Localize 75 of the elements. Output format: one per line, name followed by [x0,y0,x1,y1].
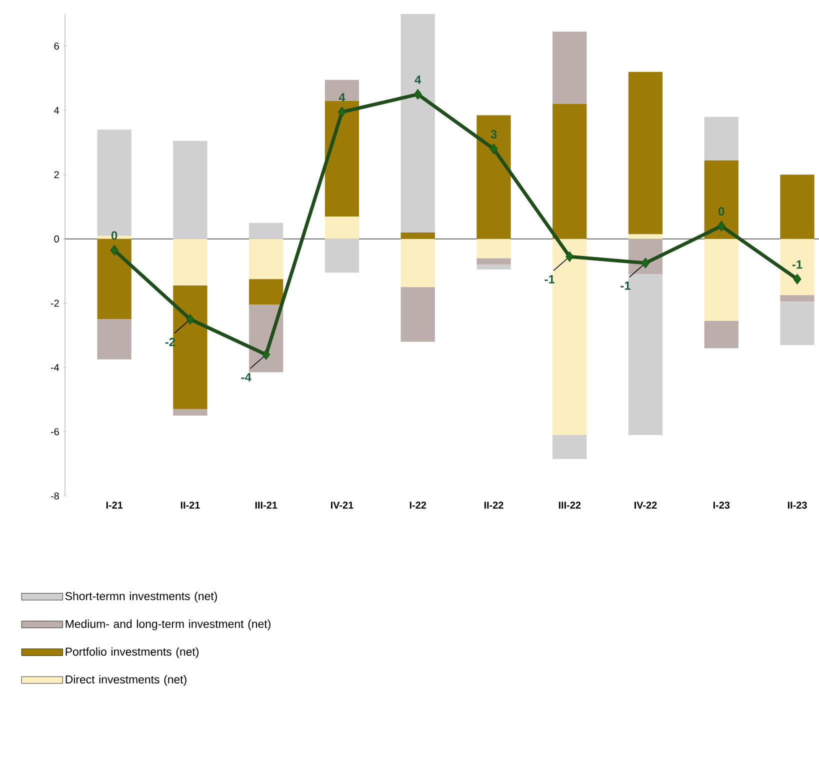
point [414,89,422,100]
bar [249,279,284,305]
bar [704,320,738,348]
point [110,244,118,256]
point [262,349,270,360]
x-tick-label: II-23 [788,502,807,509]
bar [780,295,814,302]
bar [324,100,360,216]
point [566,251,574,262]
bar [173,140,208,239]
bar [628,234,663,239]
bar [476,264,511,270]
legend-label: Medium- and long-term investment (net) [66,620,270,630]
x-tick-label: II-22 [484,502,504,509]
bar [249,238,284,280]
bar [249,222,284,239]
bar [173,286,208,410]
bar [400,14,435,233]
bar [704,160,738,239]
bar [97,319,132,360]
y-tick-label: 4 [54,106,60,114]
bar [552,32,587,104]
x-tick-label: III-22 [558,502,581,509]
data-label: 3 [490,130,497,138]
point [186,314,194,325]
point [641,258,650,268]
bar [476,238,511,258]
bar [324,216,360,239]
x-tick-label: I-21 [106,502,123,509]
bar [324,80,360,101]
bar [173,238,208,286]
y-tick-label: 0 [54,235,59,242]
bar [704,238,738,321]
bar [400,232,435,239]
y-tick-label: 2 [54,171,59,178]
bar [780,238,814,296]
y-tick-label: -6 [50,428,59,436]
bar [476,115,511,239]
x-tick-label: I-22 [410,502,426,509]
data-label: -1 [544,275,555,284]
data-label: 0 [718,207,724,216]
bar [173,409,208,416]
y-tick-label: -2 [50,300,59,307]
point [338,106,346,118]
bar [476,258,511,265]
bar [780,302,814,345]
bar [97,238,132,320]
bar [552,434,587,460]
legend-label: Portfolio investments (net) [66,647,198,658]
legend-label: Direct investments (net) [66,675,186,686]
data-label: 4 [338,93,346,102]
bar [552,104,587,239]
x-tick-label: III-21 [255,502,278,509]
data-label: -1 [620,282,630,290]
bar [324,238,360,273]
y-tick-label: 6 [54,42,59,50]
data-label: -4 [241,373,252,382]
point [717,220,726,232]
point [490,144,498,154]
bar [400,287,435,342]
x-tick-label: IV-22 [634,502,657,509]
data-label: -1 [792,260,802,269]
legend-label: Short-termn investments (net) [65,592,217,602]
data-label: 4 [414,76,422,84]
x-tick-label: IV-21 [331,502,354,509]
bar [704,116,738,160]
point [793,274,802,284]
x-tick-label: I-23 [713,502,730,509]
y-tick-label: -4 [50,364,60,371]
bar [628,72,663,234]
bar [400,238,435,288]
data-label: 0 [111,231,118,240]
x-tick-label: II-21 [180,502,200,509]
y-tick-label: -8 [50,492,59,500]
bar [780,174,814,239]
